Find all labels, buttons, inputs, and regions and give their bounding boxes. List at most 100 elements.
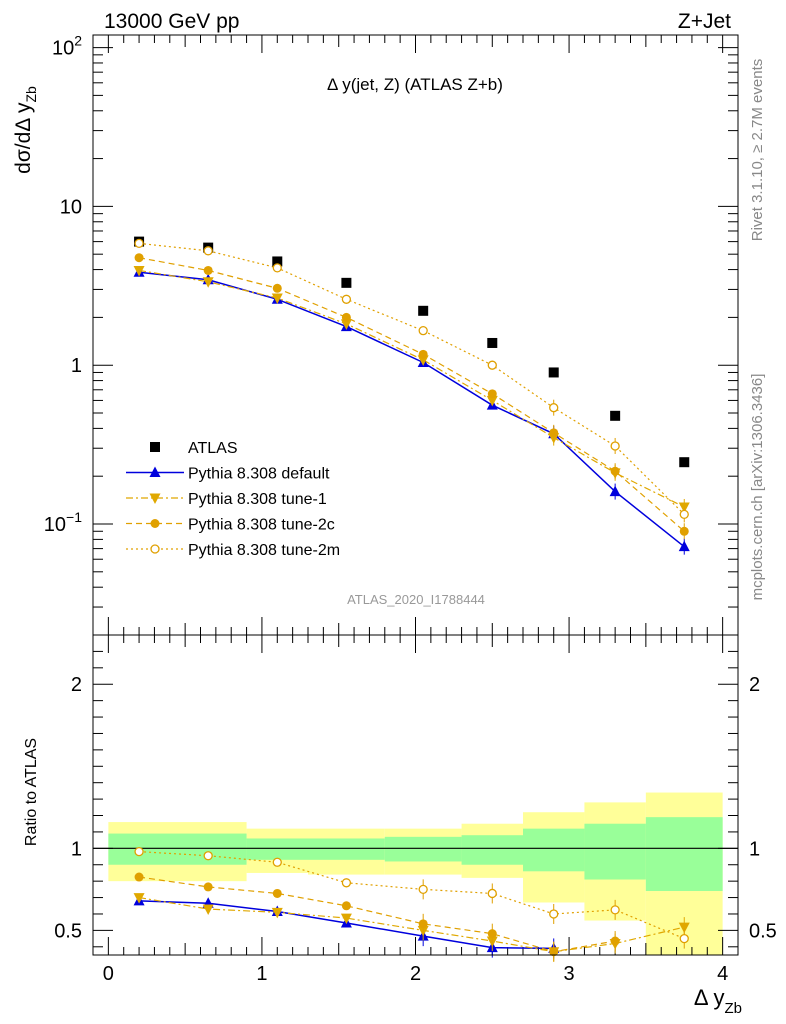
main-ylabel-sub: Zb bbox=[23, 86, 39, 103]
ratio-data-points bbox=[133, 846, 690, 962]
ratio-plot-frame bbox=[92, 634, 739, 956]
data-point bbox=[272, 256, 283, 267]
ratio-data-point bbox=[341, 901, 351, 911]
data-point bbox=[417, 355, 429, 366]
ratio-data-point bbox=[203, 882, 213, 892]
x-tick-label: 1 bbox=[256, 963, 267, 985]
data-point bbox=[549, 428, 559, 438]
ratio-y-tick-label: 0.5 bbox=[54, 920, 82, 942]
inner-band bbox=[246, 838, 308, 860]
y-tick-label: 102 bbox=[52, 33, 82, 60]
ratio-data-point bbox=[203, 851, 213, 861]
data-point bbox=[418, 305, 429, 316]
data-point bbox=[610, 441, 620, 451]
ratio-data-point bbox=[202, 904, 214, 916]
data-point bbox=[679, 457, 690, 468]
y-tick-label: 1 bbox=[71, 355, 82, 377]
ratio-series-line bbox=[138, 876, 616, 953]
legend-marker bbox=[149, 466, 161, 477]
data-point bbox=[678, 540, 690, 552]
ratio-data-point bbox=[134, 872, 144, 882]
data-point bbox=[203, 265, 213, 275]
ratio-data-point bbox=[271, 907, 283, 919]
legend-entry-label: Pythia 8.308 default bbox=[188, 466, 330, 483]
ratio-data-point bbox=[341, 878, 352, 888]
main-plot-title: Δ y(jet, Z) (ATLAS Z+b) bbox=[327, 75, 503, 94]
svg-text:dσ/dΔ yZb: dσ/dΔ yZb bbox=[12, 86, 39, 174]
ratio-y-tick-label: 1 bbox=[71, 838, 82, 860]
main-y-tick-labels: 102 10 1 10−1 bbox=[44, 33, 82, 536]
data-point bbox=[272, 283, 282, 293]
main-axis-ticks bbox=[93, 35, 738, 636]
inner-band bbox=[645, 817, 723, 891]
legend-marker bbox=[149, 493, 161, 504]
ratio-x-axis-label: Δ yZb bbox=[694, 985, 742, 1017]
ratio-data-point bbox=[340, 913, 352, 925]
ratio-data-point bbox=[610, 936, 620, 946]
legend-entry-label: ATLAS bbox=[188, 440, 238, 457]
ratio-data-point bbox=[679, 933, 689, 944]
data-point bbox=[202, 277, 214, 288]
main-ylabel-text: dσ/dΔ y bbox=[12, 102, 35, 174]
data-point bbox=[133, 265, 145, 277]
ratio-tick-labels: 0.5 0.5 1 1 2 2 0 1 2 3 4 bbox=[54, 674, 777, 985]
ratio-data-point bbox=[678, 922, 690, 934]
ratio-data-point bbox=[549, 947, 559, 957]
ratio-data-point bbox=[133, 893, 145, 904]
ratio-data-point bbox=[610, 905, 620, 915]
ratio-data-point bbox=[134, 846, 144, 857]
data-point bbox=[341, 312, 351, 322]
data-point bbox=[134, 253, 144, 263]
inner-band bbox=[461, 835, 523, 865]
legend-entry-label: Pythia 8.308 tune-2m bbox=[188, 542, 340, 559]
data-point bbox=[487, 389, 497, 399]
header-energy-label: 13000 GeV pp bbox=[104, 10, 239, 33]
main-watermark: ATLAS_2020_I1788444 bbox=[347, 592, 485, 607]
xlabel-sub: Zb bbox=[724, 1000, 742, 1017]
data-point bbox=[341, 294, 352, 304]
x-tick-label: 2 bbox=[410, 963, 421, 985]
legend-entry-label: Pythia 8.308 tune-1 bbox=[188, 491, 327, 508]
ratio-data-point bbox=[487, 929, 497, 939]
x-tick-label: 3 bbox=[564, 963, 575, 985]
inner-band bbox=[523, 828, 585, 872]
y-tick-label: 10 bbox=[60, 196, 82, 218]
ratio-y-axis-label: Ratio to ATLAS bbox=[23, 738, 40, 846]
legend-marker bbox=[150, 519, 160, 528]
legend-marker bbox=[150, 544, 160, 554]
data-point bbox=[679, 509, 689, 520]
inner-band bbox=[584, 823, 646, 880]
data-point bbox=[134, 238, 144, 249]
data-point bbox=[486, 395, 498, 407]
ratio-y-tick-label-right: 2 bbox=[749, 674, 760, 696]
inner-band bbox=[308, 838, 385, 860]
data-point bbox=[609, 485, 621, 497]
series-line bbox=[138, 269, 685, 508]
data-point bbox=[610, 466, 620, 476]
data-point bbox=[487, 360, 497, 370]
ratio-data-point bbox=[272, 888, 282, 898]
data-point bbox=[610, 410, 621, 421]
data-point bbox=[418, 326, 428, 336]
ratio-data-point bbox=[549, 909, 559, 919]
mcplots-label: mcplots.cern.ch [arXiv:1306.3436] bbox=[749, 374, 766, 601]
data-point bbox=[549, 403, 559, 413]
main-y-axis-label: dσ/dΔ yZb bbox=[12, 86, 39, 174]
ratio-y-tick-label-right: 1 bbox=[749, 838, 760, 860]
data-point bbox=[679, 526, 689, 536]
ratio-data-point bbox=[418, 884, 428, 895]
legend: ATLAS Pythia 8.308 default Pythia 8.308 tu… bbox=[126, 440, 340, 559]
header-process-label: Z+Jet bbox=[678, 10, 731, 33]
data-point bbox=[487, 337, 498, 348]
ratio-data-point bbox=[272, 857, 282, 867]
data-point bbox=[548, 367, 559, 378]
ratio-uncertainty-bands bbox=[93, 792, 738, 955]
legend-marker bbox=[150, 442, 160, 452]
ratio-y-tick-label: 2 bbox=[71, 674, 82, 696]
ratio-y-tick-label-right: 0.5 bbox=[749, 920, 777, 942]
data-point bbox=[418, 349, 428, 359]
data-point bbox=[271, 293, 283, 304]
main-data-points bbox=[133, 236, 690, 555]
data-point bbox=[341, 277, 352, 288]
